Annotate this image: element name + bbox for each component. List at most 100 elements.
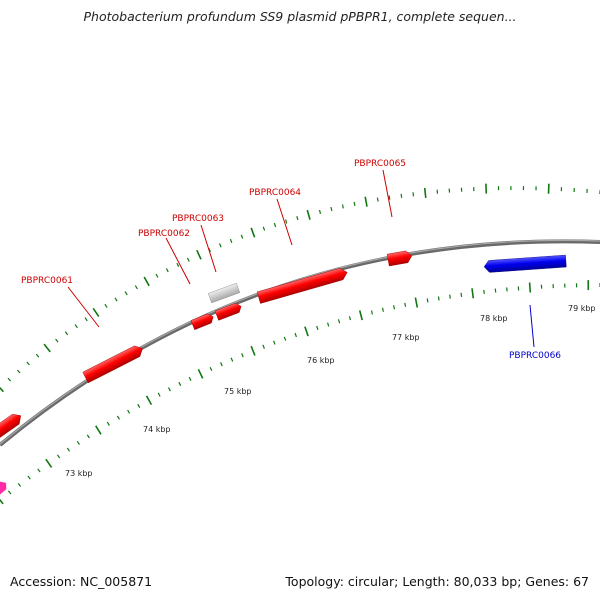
gene-label-pbprc0061[interactable]: PBPRC0061 (21, 276, 73, 286)
gene-label-pbprc0065[interactable]: PBPRC0065 (354, 159, 406, 169)
inner-minor-tick (17, 482, 22, 487)
outer-minor-tick (240, 234, 244, 239)
outer-minor-tick (353, 201, 356, 207)
callout-pbprc0063 (200, 224, 217, 273)
outer-minor-tick (16, 369, 21, 374)
map-title: Photobacterium profundum SS9 plasmid pPB… (83, 9, 517, 24)
outer-minor-tick (412, 192, 415, 197)
inner-major-tick (304, 326, 309, 337)
inner-major-tick (145, 395, 153, 405)
gene-pbprc0062[interactable] (190, 312, 215, 331)
outer-minor-tick (330, 206, 333, 212)
gene-label-pbprc0066[interactable]: PBPRC0066 (509, 351, 561, 361)
inner-minor-tick (188, 376, 192, 381)
callout-pbprc0065 (382, 169, 393, 218)
outer-minor-tick (74, 324, 78, 329)
inner-major-tick (197, 368, 204, 379)
gene-left-edge[interactable] (0, 411, 24, 440)
outer-minor-tick (285, 219, 288, 224)
scale-label-73: 73 kbp (65, 469, 93, 478)
inner-major-tick (250, 345, 256, 356)
scale-label-79: 79 kbp (568, 304, 596, 313)
inner-minor-tick (76, 440, 80, 445)
inner-minor-tick (157, 392, 161, 397)
inner-minor-tick (106, 421, 110, 426)
gene-label-pbprc0063[interactable]: PBPRC0063 (172, 214, 224, 224)
outer-minor-tick (165, 268, 169, 273)
outer-minor-tick (7, 377, 12, 382)
inner-minor-tick (86, 434, 90, 439)
inner-major-tick (471, 288, 475, 299)
inner-minor-tick (460, 292, 463, 297)
outer-minor-tick (176, 262, 180, 267)
callout-pbprc0062 (165, 237, 191, 285)
inner-minor-tick (7, 490, 12, 495)
outer-minor-tick (104, 303, 108, 308)
accession-text: Accession: NC_005871 (10, 574, 153, 589)
inner-major-tick (528, 282, 532, 293)
outer-minor-tick (341, 204, 344, 209)
inner-minor-tick (230, 357, 234, 362)
outer-major-tick (423, 187, 427, 198)
outer-major-tick (143, 276, 150, 287)
callout-pbprc0066 (529, 304, 535, 348)
outer-major-tick (306, 209, 311, 220)
inner-minor-tick (167, 387, 171, 392)
gene-pbprc0061[interactable] (82, 343, 145, 384)
inner-minor-tick (483, 289, 485, 294)
label-callouts (67, 169, 535, 348)
outer-tick-ring (0, 183, 600, 393)
inner-minor-tick (437, 296, 440, 301)
outer-major-tick (196, 249, 202, 260)
inner-minor-tick (241, 353, 244, 358)
genome-backbone (0, 239, 600, 447)
gene-pbprc0063-grey[interactable] (207, 282, 241, 304)
inner-tick-ring (0, 280, 600, 505)
outer-minor-tick (388, 195, 391, 200)
inner-minor-tick (393, 305, 396, 310)
outer-minor-tick (64, 331, 69, 336)
outer-minor-tick (376, 197, 379, 202)
scale-label-74: 74 kbp (143, 425, 171, 434)
outer-major-tick (92, 307, 100, 318)
outer-minor-tick (229, 238, 233, 244)
gene-label-pbprc0062[interactable]: PBPRC0062 (138, 229, 190, 239)
gene-pbprc0065[interactable] (386, 250, 413, 267)
inner-major-tick (45, 458, 53, 468)
outer-minor-tick (318, 209, 322, 214)
outer-minor-tick (124, 291, 128, 296)
inner-minor-tick (27, 475, 31, 480)
outer-minor-tick (186, 257, 190, 262)
scale-label-77: 77 kbp (392, 333, 420, 342)
gene-pbprc0066[interactable] (483, 254, 567, 273)
gene-pink-edge[interactable] (0, 479, 9, 497)
outer-minor-tick (134, 285, 138, 290)
outer-major-tick (43, 343, 51, 353)
outer-minor-tick (273, 222, 277, 228)
callout-pbprc0064 (276, 198, 293, 246)
inner-minor-tick (370, 310, 373, 315)
outer-minor-tick (262, 226, 266, 231)
gene-pbprc0064[interactable] (256, 267, 349, 304)
outer-major-tick (0, 386, 4, 393)
inner-minor-tick (381, 307, 384, 312)
inner-major-tick (95, 425, 102, 435)
inner-major-tick (414, 297, 419, 308)
gene-pbprc0063[interactable] (214, 302, 243, 321)
outer-major-tick (364, 196, 368, 207)
outer-major-tick (250, 227, 256, 238)
gene-label-pbprc0064[interactable]: PBPRC0064 (249, 188, 301, 198)
inner-minor-tick (56, 454, 61, 459)
inner-minor-tick (116, 415, 121, 420)
outer-minor-tick (35, 353, 40, 358)
outer-minor-tick (26, 361, 30, 366)
inner-minor-tick (137, 403, 141, 408)
scale-label-75: 75 kbp (224, 387, 252, 396)
outer-minor-tick (114, 297, 118, 302)
inner-minor-tick (327, 322, 330, 327)
inner-minor-tick (273, 340, 276, 345)
inner-minor-tick (220, 362, 223, 367)
inner-minor-tick (127, 409, 131, 414)
scale-label-78: 78 kbp (480, 314, 508, 323)
